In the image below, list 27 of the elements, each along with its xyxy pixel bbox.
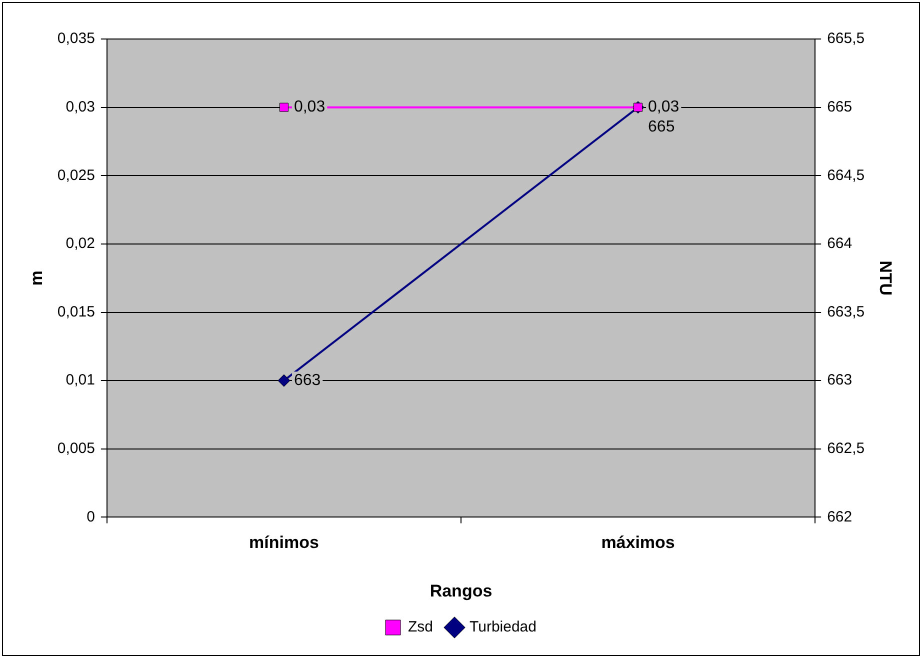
x-tick-label: máximos bbox=[601, 533, 675, 552]
x-axis-title: Rangos bbox=[430, 581, 492, 600]
y-tick-label: 0,005 bbox=[57, 440, 95, 458]
data-label: 0,03 bbox=[648, 98, 680, 116]
y-axis-title: m bbox=[26, 270, 46, 286]
data-label: 665 bbox=[648, 118, 675, 136]
y-tick-label: 0,015 bbox=[57, 303, 95, 320]
y-tick-label: 0,035 bbox=[57, 30, 95, 48]
y2-tick-label: 662 bbox=[827, 508, 852, 526]
data-label: 0,03 bbox=[294, 98, 326, 116]
y2-tick-label: 665 bbox=[827, 98, 852, 116]
data-label: 663 bbox=[294, 372, 321, 389]
y2-tick-label: 663 bbox=[827, 372, 852, 389]
y2-tick-label: 664 bbox=[827, 235, 852, 252]
y-tick-label: 0,02 bbox=[66, 235, 95, 252]
y-tick-label: 0,025 bbox=[57, 166, 95, 184]
legend-label: Zsd bbox=[408, 618, 434, 636]
x-tick-label: mínimos bbox=[249, 533, 319, 552]
y2-tick-label: 664,5 bbox=[827, 166, 865, 184]
y-tick-label: 0,01 bbox=[66, 372, 95, 389]
y2-axis-title: NTU bbox=[876, 260, 896, 296]
y-tick-label: 0 bbox=[86, 508, 95, 526]
legend-label: Turbiedad bbox=[470, 618, 537, 636]
y2-tick-label: 665,5 bbox=[827, 30, 865, 48]
y-tick-label: 0,03 bbox=[66, 98, 95, 116]
y2-tick-label: 662,5 bbox=[827, 440, 865, 458]
y2-tick-label: 663,5 bbox=[827, 303, 865, 320]
